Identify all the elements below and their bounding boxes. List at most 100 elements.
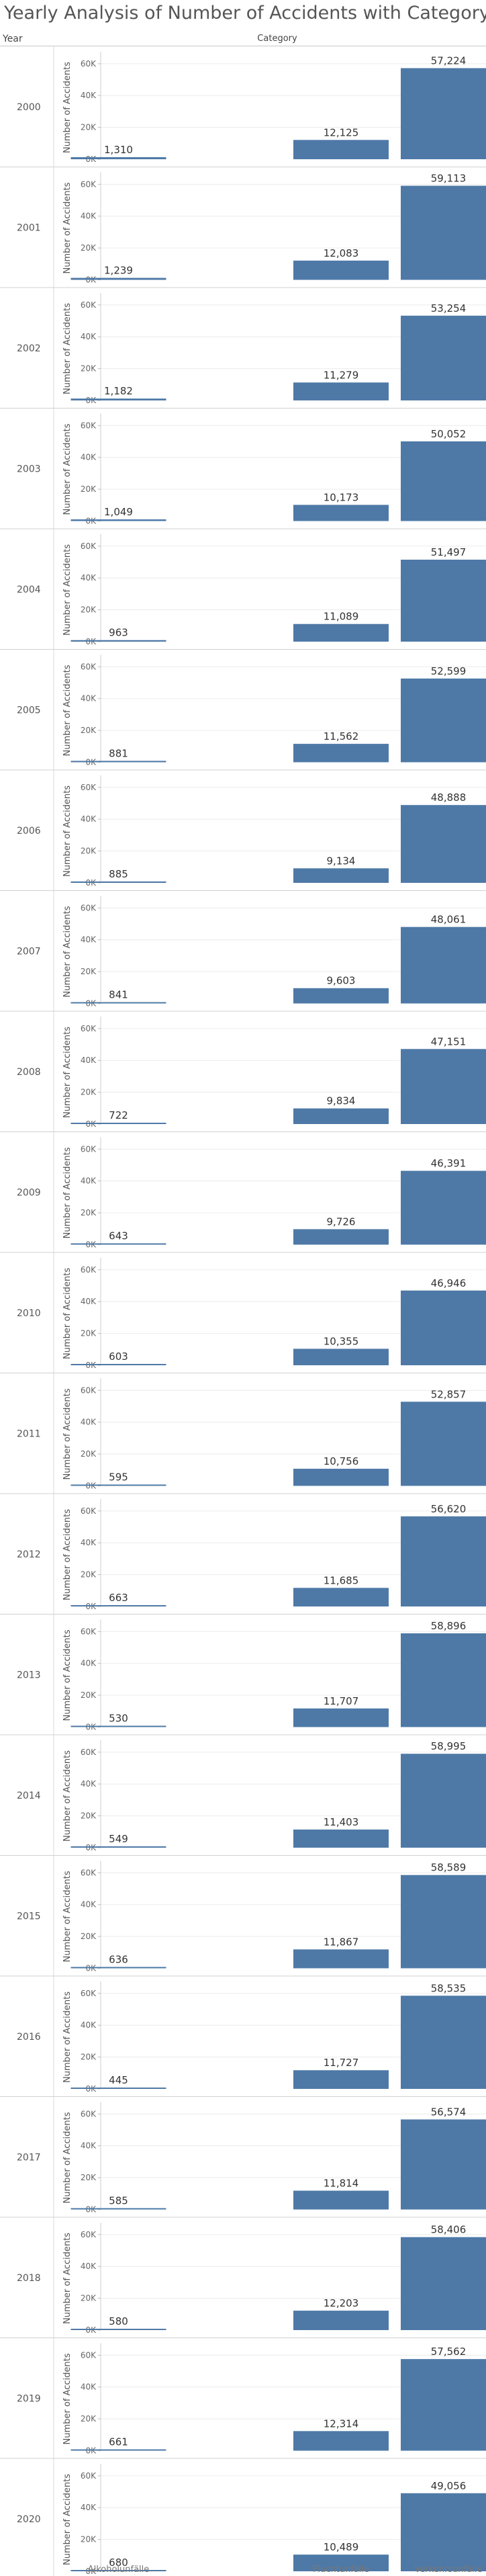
year-label: 2001 xyxy=(17,222,41,233)
bar-alkoholunf-lle[interactable] xyxy=(70,1002,166,1004)
year-label: 2008 xyxy=(17,1067,41,1078)
bar-alkoholunf-lle[interactable] xyxy=(70,640,166,642)
bar-fluchtunf-lle[interactable] xyxy=(293,505,389,521)
bar-verkehrsunf-lle[interactable] xyxy=(401,1516,486,1606)
bar-alkoholunf-lle[interactable] xyxy=(70,519,166,521)
bar-fluchtunf-lle[interactable] xyxy=(293,624,389,642)
bar-fluchtunf-lle[interactable] xyxy=(293,1229,389,1245)
y-tick-label: 20K xyxy=(81,1208,97,1217)
bar-alkoholunf-lle[interactable] xyxy=(70,1605,166,1606)
bar-verkehrsunf-lle[interactable] xyxy=(401,2359,486,2451)
bar-fluchtunf-lle[interactable] xyxy=(293,744,389,763)
y-axis-title: Number of Accidents xyxy=(62,1147,72,1238)
bar-alkoholunf-lle[interactable] xyxy=(70,2329,166,2330)
bar-fluchtunf-lle[interactable] xyxy=(293,1348,389,1365)
bar-fluchtunf-lle[interactable] xyxy=(293,1949,389,1969)
bar-verkehrsunf-lle[interactable] xyxy=(401,559,486,642)
bar-alkoholunf-lle[interactable] xyxy=(70,2570,166,2571)
y-tick-label: 40K xyxy=(81,814,97,824)
year-label: 2012 xyxy=(17,1549,41,1560)
bar-fluchtunf-lle[interactable] xyxy=(293,988,389,1004)
bar-verkehrsunf-lle[interactable] xyxy=(401,68,486,159)
bar-alkoholunf-lle[interactable] xyxy=(70,1364,166,1365)
bar-verkehrsunf-lle[interactable] xyxy=(401,678,486,763)
bar-verkehrsunf-lle[interactable] xyxy=(401,1633,486,1727)
bar-alkoholunf-lle[interactable] xyxy=(70,1846,166,1848)
bar-verkehrsunf-lle[interactable] xyxy=(401,1402,486,1486)
bar-verkehrsunf-lle[interactable] xyxy=(401,1995,486,2089)
bar-alkoholunf-lle[interactable] xyxy=(70,1123,166,1124)
bar-value-label: 49,056 xyxy=(431,2480,467,2492)
bar-fluchtunf-lle[interactable] xyxy=(293,1708,389,1727)
y-tick-label: 40K xyxy=(81,1538,97,1547)
bar-value-label: 10,756 xyxy=(324,1455,359,1467)
bar-fluchtunf-lle[interactable] xyxy=(293,2554,389,2571)
bar-verkehrsunf-lle[interactable] xyxy=(401,1875,486,1969)
bar-alkoholunf-lle[interactable] xyxy=(70,1484,166,1486)
y-tick-label: 20K xyxy=(81,1811,97,1821)
bar-value-label: 46,391 xyxy=(431,1158,467,1170)
bar-fluchtunf-lle[interactable] xyxy=(293,1469,389,1486)
y-tick-label: 20K xyxy=(81,1690,97,1700)
y-tick-label: 20K xyxy=(81,1449,97,1459)
bar-verkehrsunf-lle[interactable] xyxy=(401,185,486,280)
x-category-label: Fluchtunfälle xyxy=(313,2565,369,2575)
y-tick-label: 40K xyxy=(81,1418,97,1427)
bar-alkoholunf-lle[interactable] xyxy=(70,2208,166,2210)
bar-fluchtunf-lle[interactable] xyxy=(293,2311,389,2330)
bar-alkoholunf-lle[interactable] xyxy=(70,1243,166,1245)
category-column-header: Category xyxy=(257,34,297,44)
bar-fluchtunf-lle[interactable] xyxy=(293,1108,389,1124)
bar-fluchtunf-lle[interactable] xyxy=(293,260,389,280)
bar-verkehrsunf-lle[interactable] xyxy=(401,1290,486,1365)
y-tick-label: 60K xyxy=(81,2471,97,2481)
bar-value-label: 47,151 xyxy=(431,1035,467,1047)
bar-fluchtunf-lle[interactable] xyxy=(293,2190,389,2210)
bar-value-label: 52,857 xyxy=(431,1388,467,1400)
year-label: 2007 xyxy=(17,946,41,957)
bar-value-label: 9,726 xyxy=(327,1215,356,1228)
bar-fluchtunf-lle[interactable] xyxy=(293,1588,389,1606)
bar-value-label: 663 xyxy=(109,1592,128,1604)
bar-value-label: 10,173 xyxy=(324,491,359,503)
bar-fluchtunf-lle[interactable] xyxy=(293,1829,389,1848)
y-tick-label: 60K xyxy=(81,903,97,912)
bar-verkehrsunf-lle[interactable] xyxy=(401,2493,486,2571)
bar-verkehrsunf-lle[interactable] xyxy=(401,2237,486,2330)
bar-verkehrsunf-lle[interactable] xyxy=(401,927,486,1004)
y-axis-title: Number of Accidents xyxy=(62,1750,72,1842)
bar-fluchtunf-lle[interactable] xyxy=(293,2070,389,2089)
bar-verkehrsunf-lle[interactable] xyxy=(401,441,486,521)
bar-alkoholunf-lle[interactable] xyxy=(70,761,166,763)
bar-value-label: 585 xyxy=(109,2195,128,2207)
y-tick-label: 40K xyxy=(81,2141,97,2151)
year-label: 2002 xyxy=(17,343,41,354)
bar-fluchtunf-lle[interactable] xyxy=(293,382,389,400)
bar-alkoholunf-lle[interactable] xyxy=(70,2088,166,2089)
bar-fluchtunf-lle[interactable] xyxy=(293,140,389,159)
y-axis-title: Number of Accidents xyxy=(62,2353,72,2444)
bar-alkoholunf-lle[interactable] xyxy=(70,398,166,400)
bar-verkehrsunf-lle[interactable] xyxy=(401,1049,486,1124)
bar-alkoholunf-lle[interactable] xyxy=(70,1725,166,1727)
bar-alkoholunf-lle[interactable] xyxy=(70,157,166,159)
bar-verkehrsunf-lle[interactable] xyxy=(401,315,486,400)
bar-verkehrsunf-lle[interactable] xyxy=(401,805,486,883)
bar-value-label: 57,562 xyxy=(431,2346,467,2358)
y-axis-title: Number of Accidents xyxy=(62,2112,72,2203)
bar-alkoholunf-lle[interactable] xyxy=(70,881,166,883)
bar-alkoholunf-lle[interactable] xyxy=(70,1967,166,1969)
y-axis-title: Number of Accidents xyxy=(62,664,72,756)
bar-fluchtunf-lle[interactable] xyxy=(293,868,389,883)
year-label: 2000 xyxy=(17,102,41,113)
y-tick-label: 60K xyxy=(81,1989,97,1998)
bar-verkehrsunf-lle[interactable] xyxy=(401,1754,486,1848)
bar-alkoholunf-lle[interactable] xyxy=(70,277,166,280)
bar-value-label: 885 xyxy=(109,868,128,880)
year-label: 2013 xyxy=(17,1670,41,1680)
bar-verkehrsunf-lle[interactable] xyxy=(401,2119,486,2210)
bar-fluchtunf-lle[interactable] xyxy=(293,2431,389,2451)
bar-alkoholunf-lle[interactable] xyxy=(70,2449,166,2451)
y-tick-label: 20K xyxy=(81,364,97,374)
bar-verkehrsunf-lle[interactable] xyxy=(401,1170,486,1245)
